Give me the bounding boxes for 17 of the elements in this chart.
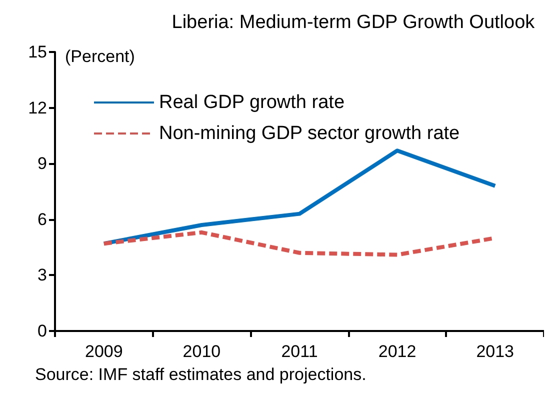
legend-label: Non-mining GDP sector growth rate — [159, 123, 460, 144]
legend-label: Real GDP growth rate — [159, 92, 345, 113]
y-tick-label: 6 — [38, 210, 47, 229]
y-tick-label: 12 — [28, 98, 47, 118]
x-tick-label: 2011 — [281, 342, 318, 361]
x-tick-label: 2010 — [182, 342, 221, 361]
x-tick-label: 2012 — [378, 342, 416, 361]
y-tick-label: 15 — [28, 42, 47, 62]
y-tick-label: 0 — [38, 322, 47, 340]
source-note: Source: IMF staff estimates and projections. — [35, 365, 366, 384]
y-axis-title: (Percent) — [65, 47, 135, 66]
y-tick-label: 3 — [38, 266, 47, 285]
x-tick-label: 2009 — [84, 342, 123, 361]
chart-title: Liberia: Medium-term GDP Growth Outlook — [172, 12, 536, 33]
y-tick-label: 9 — [38, 154, 47, 174]
x-tick-label: 2013 — [476, 342, 514, 361]
line-series — [102, 148, 498, 246]
